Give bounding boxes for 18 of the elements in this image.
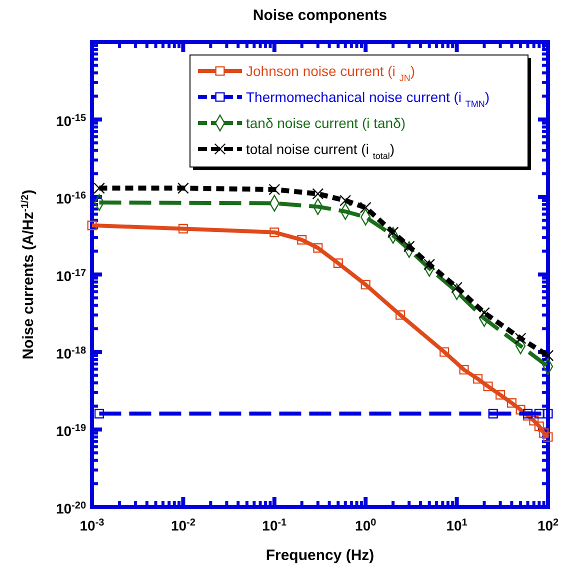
x-tick-label: 10$^{-3}$	[80, 516, 105, 534]
x-tick-label: 10$^{-2}$	[170, 516, 196, 534]
y-tick-label: 10$^{-16}$	[56, 190, 86, 206]
chart-title: Noise components	[252, 7, 388, 24]
y-tick-label: 10$^{-20}$	[56, 500, 86, 516]
legend-label: Johnson noise current (i $_{JN}$)	[246, 63, 415, 83]
x-tick-label: 10$^{1}$	[446, 516, 468, 534]
x-tick-label: 10$^{2}$	[537, 516, 560, 534]
y-tick-label: 10$^{-15}$	[56, 112, 86, 129]
y-tick-label: 10$^{-19}$	[56, 422, 86, 439]
x-tick-label: 10$^{0}$	[355, 516, 377, 534]
legend-label: Thermomechanical noise current (i $_{TMN}$)	[246, 89, 490, 109]
x-axis-title: Frequency (Hz)	[266, 547, 374, 564]
x-tick-label: 10$^{-1}$	[262, 516, 288, 534]
y-tick-label: 10$^{-17}$	[56, 267, 86, 284]
y-tick-label: 10$^{-18}$	[56, 344, 86, 362]
legend-label: total noise current (i $_{total}$)	[246, 141, 395, 161]
legend-label: tanδ noise current (i tanδ)	[246, 115, 406, 131]
